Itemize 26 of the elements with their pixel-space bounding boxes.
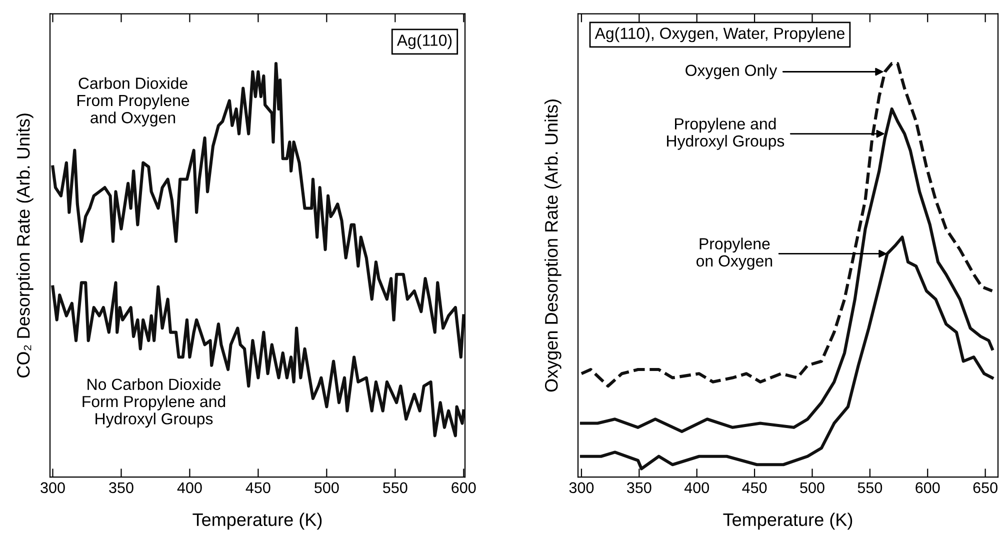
x-tick-label: 350 bbox=[626, 482, 652, 494]
chart-title: Ag(110) bbox=[396, 34, 452, 50]
x-axis-title: Temperature (K) bbox=[723, 512, 852, 530]
x-tick-label: 600 bbox=[452, 482, 476, 494]
x-tick-label: 550 bbox=[383, 482, 408, 494]
x-tick-label: 350 bbox=[109, 482, 134, 494]
x-tick-label: 450 bbox=[742, 482, 767, 494]
annotation: No Carbon Dioxide Form Propylene and Hydroxyl Groups bbox=[82, 378, 226, 428]
y-axis-title: Oxygen Desorption Rate (Arb. Units) bbox=[544, 100, 562, 392]
x-tick-label: 400 bbox=[177, 482, 202, 494]
x-tick-label: 500 bbox=[800, 482, 824, 494]
x-tick-label: 300 bbox=[40, 482, 65, 494]
chart-title: Ag(110), Oxygen, Water, Propylene bbox=[594, 27, 844, 42]
annotation: Propylene on Oxygen bbox=[696, 238, 772, 270]
x-tick-label: 650 bbox=[973, 482, 998, 494]
annotation: Propylene and Hydroxyl Groups bbox=[667, 118, 784, 150]
x-tick-label: 400 bbox=[684, 482, 709, 494]
x-axis-title: Temperature (K) bbox=[192, 512, 322, 530]
x-tick-label: 600 bbox=[916, 482, 940, 494]
y-axis-title: CO₂ Desorption Rate (Arb. Units) bbox=[16, 114, 34, 378]
x-tick-label: 300 bbox=[569, 482, 594, 494]
annotation: Oxygen Only bbox=[686, 64, 778, 80]
annotation: Carbon Dioxide From Propylene and Oxygen bbox=[78, 77, 190, 127]
x-tick-label: 450 bbox=[246, 482, 270, 494]
x-tick-label: 550 bbox=[858, 482, 882, 494]
x-tick-label: 500 bbox=[314, 482, 339, 494]
